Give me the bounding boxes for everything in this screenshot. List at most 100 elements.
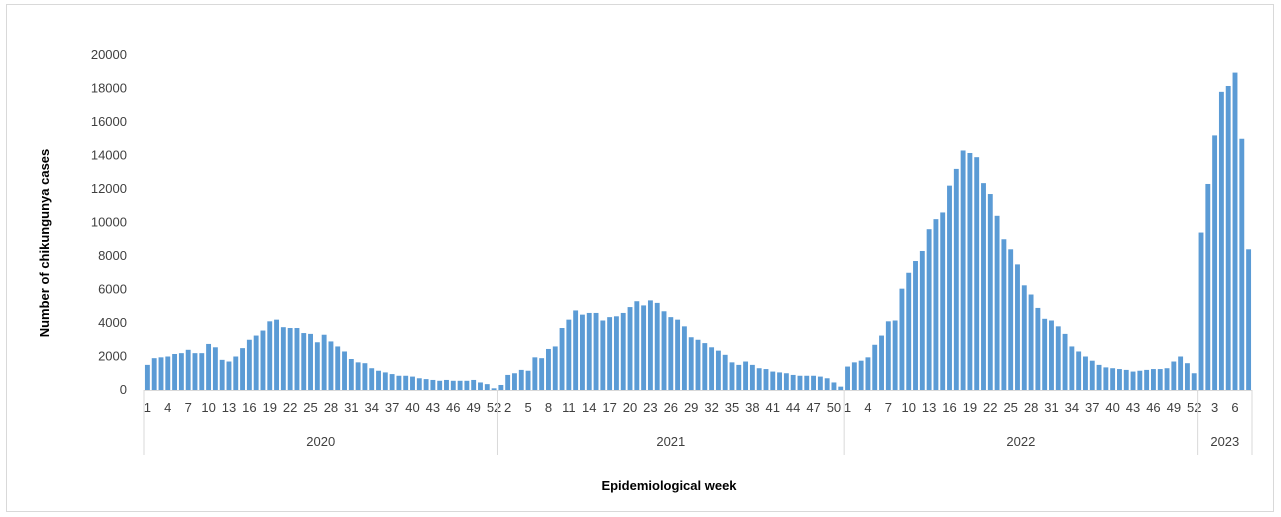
bar-2023-week-1 [1198,232,1204,390]
bar-2022-week-47 [1157,369,1163,390]
chikungunya-bar-chart: 0 2000 4000 6000 8000 10000 12000 14000 16000 180… [37,47,1253,493]
x-tick-label: 3 [1211,400,1218,415]
bar-2022-week-25 [1008,249,1014,390]
bar-2022-week-44 [1137,370,1143,390]
x-tick-label: 13 [222,400,236,415]
bar-2022-week-30 [1042,318,1048,390]
bar-2020-week-44 [437,380,443,390]
bar-2020-week-43 [430,379,436,390]
bar-2020-week-41 [416,378,422,390]
bar-2022-week-45 [1144,369,1150,390]
x-tick-label: 11 [562,400,576,415]
bar-2020-week-11 [212,347,218,390]
bar-2022-week-17 [953,168,959,390]
bar-2022-week-11 [913,261,918,390]
x-tick-label: 31 [344,400,358,415]
x-tick-label: 22 [283,400,297,415]
bar-2022-week-48 [1164,368,1170,390]
bar-2021-week-10 [559,328,565,390]
y-tick-label: 4000 [98,315,127,330]
bar-2020-week-51 [484,384,490,390]
bar-2020-week-25 [308,333,313,390]
bar-2020-week-26 [314,342,320,390]
y-tick-label: 6000 [98,282,127,297]
x-tick-label: 25 [1003,400,1017,415]
bar-2022-week-15 [940,212,946,390]
bar-2021-week-7 [539,358,545,390]
bar-2020-week-32 [355,362,361,390]
bar-2020-week-3 [158,357,164,390]
bar-2023-week-8 [1246,249,1252,390]
bar-2020-week-9 [199,353,205,390]
x-tick-label: 22 [983,400,997,415]
bar-2021-week-4 [518,369,524,390]
bar-2022-week-49 [1171,361,1177,390]
bar-2020-week-7 [185,349,191,390]
y-tick-label: 16000 [91,114,127,129]
bar-2021-week-1 [498,384,504,390]
bar-2023-week-5 [1225,85,1231,391]
bar-2021-week-19 [620,312,626,390]
bar-2022-week-10 [906,272,912,390]
bar-2020-week-19 [267,321,273,390]
bar-2021-week-43 [783,373,789,390]
x-tick-label: 1 [844,400,851,415]
bar-2020-week-38 [396,375,402,390]
bar-2021-week-48 [817,376,823,390]
bar-2022-week-39 [1103,367,1109,390]
bar-2020-week-50 [478,382,483,390]
bar-2022-week-42 [1123,369,1129,390]
year-label-2022: 2022 [1006,434,1035,449]
x-tick-label: 38 [745,400,759,415]
bar-2020-week-36 [382,372,388,390]
bar-2022-week-29 [1035,307,1041,390]
bar-2020-week-35 [376,370,381,390]
bar-2022-week-43 [1130,371,1136,390]
bar-2020-week-12 [219,359,225,390]
year-label-2021: 2021 [656,434,685,449]
x-tick-label: 7 [185,400,192,415]
bar-2022-week-50 [1178,356,1184,390]
x-tick-label: 13 [922,400,936,415]
bar-2022-week-4 [865,357,871,390]
bar-2022-week-20 [974,157,980,390]
x-tick-label: 1 [144,400,151,415]
bar-2021-week-26 [668,317,674,390]
bar-2021-week-32 [709,347,715,390]
bar-2021-week-18 [613,316,619,390]
bar-2022-week-13 [926,229,932,390]
x-tick-label: 20 [623,400,637,415]
bar-2020-week-30 [342,351,347,390]
y-tick-label: 12000 [91,181,127,196]
bar-2022-week-38 [1096,364,1102,391]
bar-2021-week-38 [749,364,755,391]
bar-2020-week-45 [444,379,449,390]
x-tick-label: 19 [263,400,277,415]
bar-2023-week-3 [1212,135,1218,390]
bar-2021-week-21 [634,301,640,390]
bar-2022-week-31 [1049,320,1054,390]
bar-2021-week-42 [777,372,783,390]
bar-2022-week-3 [858,360,864,390]
year-label-2020: 2020 [306,434,335,449]
x-tick-label: 2 [504,400,511,415]
bar-2022-week-19 [967,152,973,390]
bar-2020-week-10 [206,343,212,390]
x-tick-label: 46 [446,400,460,415]
bar-2020-week-42 [423,379,429,390]
y-tick-label: 10000 [91,215,127,230]
x-tick-label: 46 [1146,400,1160,415]
bar-2020-week-52 [491,388,497,390]
bar-2020-week-27 [321,334,327,390]
bar-2021-week-40 [763,369,769,390]
x-tick-label: 19 [963,400,977,415]
x-tick-label: 37 [1085,400,1099,415]
x-tick-label: 40 [1105,400,1119,415]
x-tick-label: 43 [426,400,440,415]
bar-2021-week-15 [593,312,599,390]
bar-2021-week-51 [838,386,844,390]
y-tick-label: 2000 [98,349,127,364]
x-tick-label: 35 [725,400,739,415]
bar-2020-week-33 [362,363,368,390]
bar-2022-week-27 [1021,285,1027,390]
